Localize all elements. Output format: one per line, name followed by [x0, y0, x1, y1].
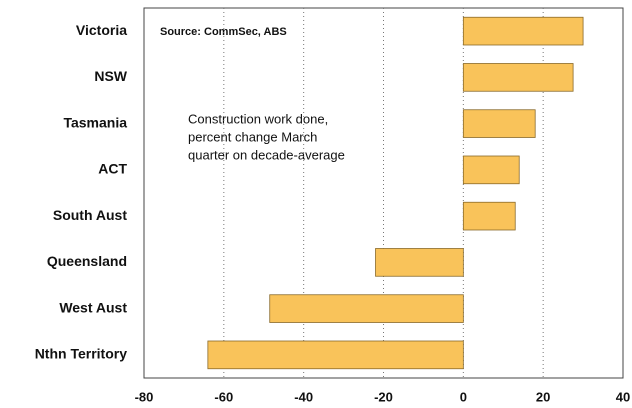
y-tick-label: Queensland [47, 253, 127, 269]
x-tick-label: 40 [616, 389, 630, 404]
bar [269, 294, 464, 323]
x-tick-label: 20 [536, 389, 550, 404]
y-tick-label: Victoria [76, 22, 127, 38]
x-tick-label: -80 [135, 389, 154, 404]
y-tick-label: NSW [94, 68, 127, 84]
bar [207, 340, 464, 370]
annotation: Construction work done, [188, 111, 328, 126]
bar [462, 63, 574, 92]
y-tick-label: ACT [98, 161, 127, 177]
annotation: quarter on decade-average [188, 147, 345, 162]
bar [462, 16, 584, 46]
bar [375, 248, 464, 277]
annotation: percent change March [188, 129, 317, 144]
x-tick-label: -40 [294, 389, 313, 404]
x-tick-label: 0 [460, 389, 467, 404]
x-tick-label: -20 [374, 389, 393, 404]
bar [462, 109, 536, 138]
y-tick-label: South Aust [53, 207, 127, 223]
bar [462, 155, 520, 185]
y-tick-label: Nthn Territory [35, 346, 128, 362]
x-tick-label: -60 [214, 389, 233, 404]
y-tick-label: Tasmania [63, 114, 127, 130]
bar [462, 201, 516, 231]
y-tick-label: West Aust [59, 299, 127, 315]
source-note: Source: CommSec, ABS [160, 26, 287, 38]
